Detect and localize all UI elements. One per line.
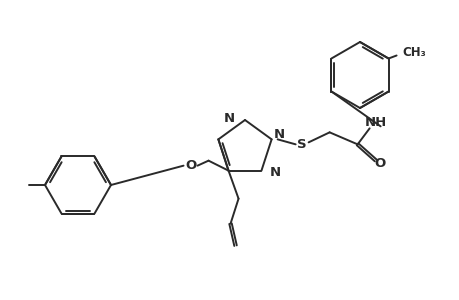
Text: N: N: [273, 128, 284, 141]
Text: O: O: [185, 159, 196, 172]
Text: NH: NH: [364, 116, 386, 129]
Text: CH₃: CH₃: [402, 46, 425, 59]
Text: N: N: [224, 112, 235, 124]
Text: N: N: [269, 166, 280, 179]
Text: O: O: [373, 157, 385, 170]
Text: S: S: [296, 138, 306, 151]
